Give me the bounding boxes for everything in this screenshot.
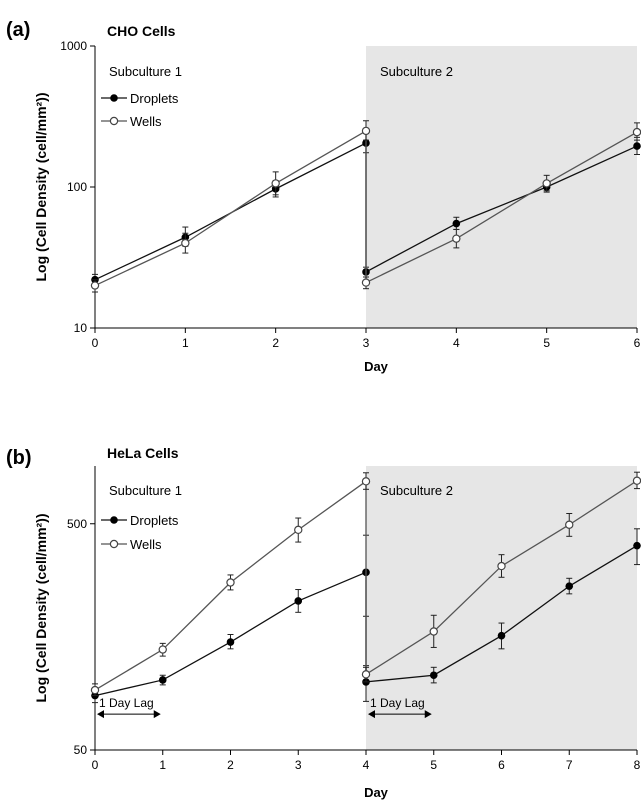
data-point-droplets bbox=[158, 676, 167, 684]
data-point-wells bbox=[294, 525, 303, 535]
region-label: Subculture 2 bbox=[380, 483, 453, 498]
data-point-droplets bbox=[497, 631, 506, 640]
chart-panel-0: 10 100 1000 0 1 2 3 4 5 6 (a) CHO Cells Day Log (Cell… bbox=[6, 19, 641, 374]
region-label: Subculture 1 bbox=[109, 483, 182, 498]
data-point-wells bbox=[181, 238, 190, 248]
data-point-wells bbox=[361, 477, 371, 486]
x-tick-label: 6 bbox=[498, 758, 505, 772]
x-axis-label: Day bbox=[364, 785, 389, 800]
y-tick-label: 50 bbox=[74, 743, 88, 757]
data-point-wells bbox=[90, 281, 100, 290]
x-tick-label: 3 bbox=[295, 758, 302, 772]
y-tick-label: 10 bbox=[74, 321, 88, 335]
lag-label: 1 Day Lag bbox=[370, 696, 425, 710]
panel-label: (a) bbox=[6, 19, 30, 41]
y-tick-label: 1000 bbox=[60, 39, 87, 53]
data-point-droplets bbox=[294, 597, 303, 605]
series-line-droplets bbox=[94, 142, 367, 281]
lag-arrow-head-right bbox=[153, 710, 161, 719]
x-tick-label: 4 bbox=[453, 336, 460, 350]
x-tick-label: 1 bbox=[182, 336, 189, 350]
data-point-droplets bbox=[633, 142, 641, 150]
y-axis-label: Log (Cell Density (cell/mm²)) bbox=[33, 92, 49, 281]
data-point-wells bbox=[542, 179, 551, 188]
data-point-droplets bbox=[429, 671, 438, 680]
region-shade bbox=[366, 466, 637, 750]
data-point-wells bbox=[452, 234, 461, 243]
legend-marker bbox=[110, 516, 118, 524]
data-point-wells bbox=[271, 179, 280, 188]
region-label: Subculture 2 bbox=[380, 64, 453, 79]
region-label: Subculture 1 bbox=[109, 64, 182, 79]
data-point-wells bbox=[361, 278, 371, 287]
series-line-droplets bbox=[94, 571, 367, 697]
data-point-wells bbox=[497, 561, 506, 571]
x-tick-label: 6 bbox=[634, 336, 641, 350]
x-tick-label: 8 bbox=[634, 758, 641, 772]
x-tick-label: 2 bbox=[272, 336, 279, 350]
x-axis-label: Day bbox=[364, 359, 389, 374]
data-point-droplets bbox=[452, 219, 461, 228]
legend-label: Wells bbox=[130, 114, 162, 129]
series-line-wells bbox=[365, 131, 638, 284]
lag-arrow-head-left bbox=[368, 710, 375, 719]
chart-title: HeLa Cells bbox=[107, 445, 179, 461]
data-point-droplets bbox=[565, 582, 574, 590]
data-point-wells bbox=[429, 627, 438, 636]
y-tick-label: 100 bbox=[67, 180, 87, 194]
data-point-droplets bbox=[633, 541, 641, 550]
region-shade bbox=[366, 46, 637, 328]
legend-marker bbox=[109, 539, 119, 549]
series-line-wells bbox=[94, 130, 367, 287]
chart-title: CHO Cells bbox=[107, 23, 176, 39]
legend-marker bbox=[110, 94, 118, 102]
legend-label: Droplets bbox=[130, 513, 179, 528]
data-point-wells bbox=[361, 126, 371, 136]
x-tick-label: 5 bbox=[430, 758, 437, 772]
data-point-wells bbox=[565, 520, 574, 529]
x-tick-label: 0 bbox=[92, 758, 99, 772]
lag-arrow-head-right bbox=[424, 710, 432, 719]
y-tick-label: 500 bbox=[67, 517, 87, 531]
x-tick-label: 7 bbox=[566, 758, 573, 772]
data-point-wells bbox=[158, 645, 167, 654]
data-point-wells bbox=[226, 578, 235, 587]
x-tick-label: 4 bbox=[363, 758, 370, 772]
panel-label: (b) bbox=[6, 447, 32, 469]
data-point-wells bbox=[361, 670, 371, 679]
x-tick-label: 3 bbox=[363, 336, 370, 350]
data-point-wells bbox=[90, 685, 100, 695]
data-point-droplets bbox=[226, 638, 235, 646]
y-axis-label: Log (Cell Density (cell/mm²)) bbox=[33, 513, 49, 702]
lag-arrow-head-left bbox=[97, 710, 104, 719]
lag-label: 1 Day Lag bbox=[99, 696, 154, 710]
x-tick-label: 2 bbox=[227, 758, 234, 772]
x-tick-label: 5 bbox=[543, 336, 550, 350]
x-tick-label: 1 bbox=[159, 758, 166, 772]
legend-label: Droplets bbox=[130, 91, 179, 106]
legend-marker bbox=[109, 116, 119, 126]
data-point-wells bbox=[632, 476, 641, 485]
series-line-droplets bbox=[365, 145, 638, 273]
legend-label: Wells bbox=[130, 537, 162, 552]
chart-panel-1: 50 500 0 1 2 3 4 5 6 7 8 (b) HeLa Cells Day Log (Cell … bbox=[6, 445, 641, 800]
x-tick-label: 0 bbox=[92, 336, 99, 350]
data-point-wells bbox=[632, 127, 641, 137]
